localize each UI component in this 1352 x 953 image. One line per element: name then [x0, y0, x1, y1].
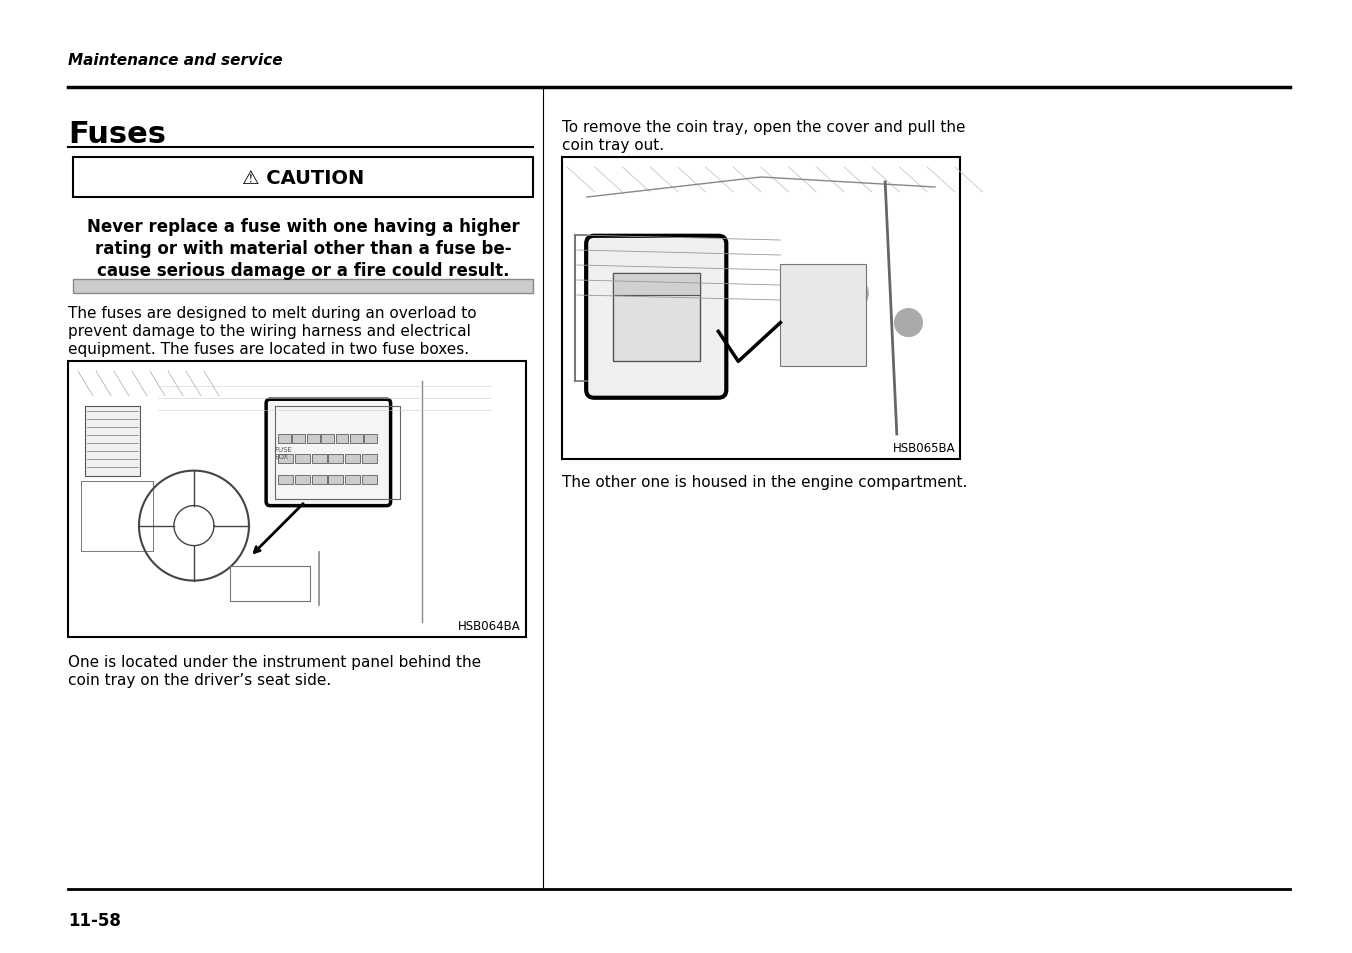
Bar [362, 476, 377, 484]
Bar [612, 274, 700, 361]
Text: Never replace a fuse with one having a higher: Never replace a fuse with one having a h… [87, 218, 519, 235]
Bar [311, 455, 327, 464]
Text: The fuses are designed to melt during an overload to: The fuses are designed to melt during an… [68, 306, 477, 320]
Text: Fuses: Fuses [68, 120, 166, 149]
Bar [279, 476, 293, 484]
Circle shape [833, 276, 868, 312]
Text: 11-58: 11-58 [68, 911, 120, 929]
Circle shape [895, 310, 922, 337]
Bar [780, 265, 865, 367]
Bar [562, 158, 960, 459]
FancyBboxPatch shape [592, 242, 726, 398]
Text: One is located under the instrument panel behind the: One is located under the instrument pane… [68, 655, 481, 669]
Bar [612, 274, 700, 295]
Bar [329, 476, 343, 484]
Bar [362, 455, 377, 464]
Text: rating or with material other than a fuse be-: rating or with material other than a fus… [95, 240, 511, 257]
Text: The other one is housed in the engine compartment.: The other one is housed in the engine co… [562, 475, 968, 490]
Bar [322, 435, 334, 443]
Bar [345, 455, 360, 464]
Bar [307, 435, 319, 443]
Bar [279, 435, 291, 443]
Text: coin tray on the driver’s seat side.: coin tray on the driver’s seat side. [68, 672, 331, 687]
Bar [345, 476, 360, 484]
Text: To remove the coin tray, open the cover and pull the: To remove the coin tray, open the cover … [562, 120, 965, 135]
FancyBboxPatch shape [266, 400, 391, 506]
Text: prevent damage to the wiring harness and electrical: prevent damage to the wiring harness and… [68, 324, 470, 338]
Text: Maintenance and service: Maintenance and service [68, 53, 283, 68]
Text: FUSE
BOX: FUSE BOX [274, 447, 292, 459]
Bar [68, 361, 526, 638]
Bar [85, 407, 141, 476]
Bar [292, 435, 306, 443]
Text: HSB065BA: HSB065BA [892, 441, 955, 455]
Text: ⚠ CAUTION: ⚠ CAUTION [242, 169, 364, 188]
Text: cause serious damage or a fire could result.: cause serious damage or a fire could res… [97, 262, 510, 280]
Bar [295, 476, 310, 484]
FancyBboxPatch shape [587, 236, 726, 398]
Bar [329, 455, 343, 464]
Bar [364, 435, 377, 443]
Bar [279, 455, 293, 464]
Text: HSB064BA: HSB064BA [458, 619, 521, 633]
Bar [311, 476, 327, 484]
Text: coin tray out.: coin tray out. [562, 138, 664, 152]
Bar [73, 158, 533, 198]
Bar [350, 435, 362, 443]
Bar [295, 455, 310, 464]
Text: equipment. The fuses are located in two fuse boxes.: equipment. The fuses are located in two … [68, 341, 469, 356]
Bar [335, 435, 349, 443]
Bar [73, 280, 533, 294]
